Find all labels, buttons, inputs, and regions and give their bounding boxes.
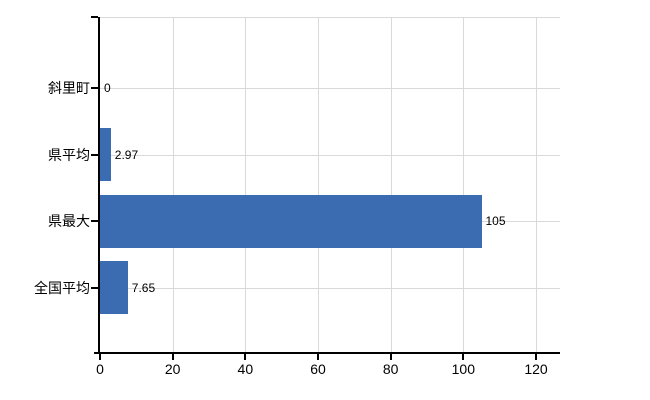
x-tick bbox=[389, 353, 392, 360]
x-tick bbox=[99, 353, 101, 360]
bar bbox=[100, 261, 128, 315]
gridline-vertical bbox=[463, 17, 465, 352]
y-tick bbox=[91, 87, 98, 90]
x-tick bbox=[462, 353, 465, 360]
x-tick bbox=[317, 353, 319, 360]
value-label: 7.65 bbox=[131, 280, 156, 295]
y-tick bbox=[91, 153, 98, 156]
y-axis-label: 全国平均 bbox=[34, 279, 90, 296]
gridline-horizontal bbox=[100, 88, 560, 90]
y-tick bbox=[91, 16, 98, 18]
plot-top-border bbox=[100, 17, 560, 18]
gridline-horizontal bbox=[100, 287, 560, 289]
value-label: 0 bbox=[104, 81, 111, 96]
y-axis-line bbox=[98, 17, 100, 354]
x-tick-label: 0 bbox=[96, 361, 104, 377]
x-tick-label: 40 bbox=[237, 361, 254, 377]
y-axis-label: 県平均 bbox=[48, 146, 90, 163]
y-axis-label: 斜里町 bbox=[48, 80, 90, 97]
gridline-vertical bbox=[536, 17, 537, 352]
gridline-horizontal bbox=[100, 154, 560, 156]
x-axis-line bbox=[94, 352, 560, 354]
y-axis-label: 県最大 bbox=[48, 213, 90, 230]
gridline-vertical bbox=[245, 17, 247, 352]
bar bbox=[100, 128, 111, 182]
x-tick bbox=[171, 353, 174, 360]
x-tick bbox=[244, 353, 247, 360]
x-tick bbox=[535, 353, 537, 360]
x-tick-label: 20 bbox=[164, 361, 181, 377]
y-tick bbox=[91, 220, 98, 223]
gridline-vertical bbox=[390, 17, 392, 352]
gridline-vertical bbox=[172, 17, 174, 352]
gridline-vertical bbox=[318, 17, 319, 352]
y-tick bbox=[91, 286, 98, 289]
x-tick-label: 80 bbox=[382, 361, 399, 377]
x-tick-label: 120 bbox=[524, 361, 548, 377]
value-label: 2.97 bbox=[114, 147, 139, 162]
bar bbox=[100, 194, 482, 248]
x-tick-label: 100 bbox=[451, 361, 476, 377]
x-tick-label: 60 bbox=[310, 361, 326, 377]
plot-area: 0 20 40 60 80 100 120 斜里町 0 県平均 2.97 県最大 105 全国平均 7.65 bbox=[34, 16, 560, 377]
value-label: 105 bbox=[485, 214, 506, 229]
